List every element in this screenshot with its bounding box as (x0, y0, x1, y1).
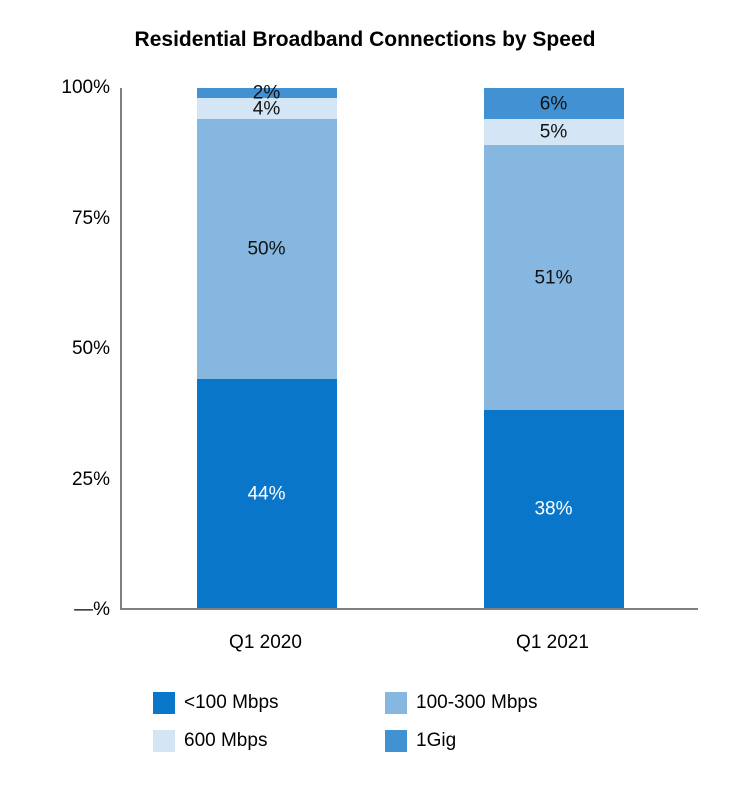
bar-segment-label: 2% (252, 82, 281, 104)
bar-segment-label: 4% (252, 98, 281, 120)
y-tick-25: 25% (71, 468, 110, 490)
bar-segment: 50% (196, 119, 337, 380)
bar-segment: 51% (483, 145, 624, 411)
bar-segment: 6% (483, 88, 624, 120)
bar-segment-label: 44% (247, 483, 286, 505)
bar-segment: 4% (196, 98, 337, 120)
y-tick-0: —% (74, 599, 110, 620)
y-tick-75: 75% (71, 207, 110, 229)
y-axis: 100% 75% 50% 25% —% (0, 0, 110, 700)
legend-swatch-icon (153, 730, 175, 752)
legend-swatch-icon (385, 692, 407, 714)
bar-segment-label: 38% (534, 498, 573, 520)
x-axis-label: Q1 2021 (516, 632, 589, 653)
bar-segment-label: 50% (247, 238, 286, 260)
legend-item: <100 Mbps (153, 692, 385, 714)
legend: <100 Mbps 100-300 Mbps 600 Mbps 1Gig (153, 692, 537, 752)
legend-item: 1Gig (385, 730, 537, 752)
legend-item: 600 Mbps (153, 730, 385, 752)
legend-swatch-icon (153, 692, 175, 714)
plot-area: 44% 50% 4% 2% 38% 51% 5% 6% (120, 84, 698, 610)
legend-label: 600 Mbps (184, 730, 268, 751)
bar-q1-2020: 44% 50% 4% 2% (196, 84, 337, 608)
bar-q1-2021: 38% 51% 5% 6% (483, 88, 624, 608)
legend-label: 100-300 Mbps (416, 692, 538, 713)
bar-segment: 38% (483, 410, 624, 608)
bar-segment-label: 5% (539, 121, 568, 143)
y-tick-50: 50% (71, 338, 110, 359)
bars-container: 44% 50% 4% 2% 38% 51% 5% 6% (122, 84, 698, 608)
bar-segment: 44% (196, 379, 337, 608)
legend-item: 100-300 Mbps (385, 692, 537, 714)
bar-segment: 5% (483, 119, 624, 146)
x-axis-labels: Q1 2020 Q1 2021 (120, 632, 698, 654)
chart-title: Residential Broadband Connections by Spe… (134, 28, 596, 51)
bar-segment-label: 51% (534, 267, 573, 289)
legend-label: <100 Mbps (184, 692, 279, 713)
bar-segment-label: 6% (539, 93, 568, 115)
x-axis-label: Q1 2020 (229, 632, 302, 653)
y-tick-100: 100% (61, 77, 110, 98)
legend-swatch-icon (385, 730, 407, 752)
bar-segment: 2% (196, 84, 337, 103)
legend-label: 1Gig (416, 730, 457, 751)
